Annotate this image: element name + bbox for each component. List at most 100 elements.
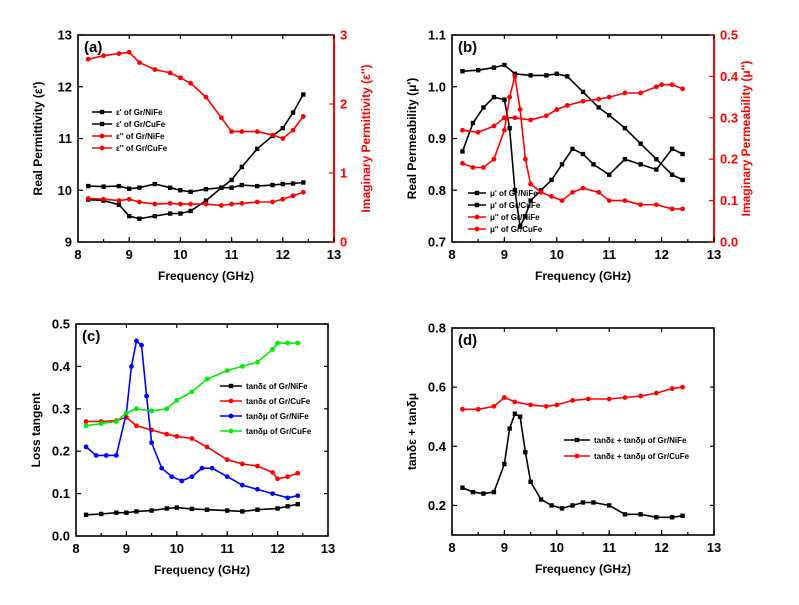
data-point bbox=[653, 84, 659, 90]
data-point bbox=[517, 107, 523, 112]
data-point bbox=[659, 82, 664, 88]
y-right-tick-label: 0.4 bbox=[720, 69, 739, 84]
data-point bbox=[178, 75, 183, 81]
x-axis-label: Frequency (GHz) bbox=[154, 563, 250, 577]
data-point bbox=[564, 102, 570, 108]
data-point bbox=[669, 206, 675, 212]
data-point bbox=[669, 172, 675, 177]
y-tick-label: 0.9 bbox=[428, 131, 446, 146]
y-tick-label: 0.5 bbox=[52, 317, 70, 332]
data-point bbox=[164, 506, 169, 511]
data-point bbox=[570, 146, 575, 152]
data-point bbox=[512, 399, 518, 405]
data-point bbox=[669, 386, 675, 392]
data-point bbox=[101, 196, 106, 202]
data-point bbox=[680, 513, 685, 518]
data-point bbox=[538, 497, 544, 502]
y-axis-label: Real Permittivity (ε') bbox=[31, 82, 45, 196]
data-point bbox=[460, 160, 465, 166]
data-point bbox=[218, 115, 224, 121]
y-right-tick-label: 0.5 bbox=[720, 28, 738, 43]
series-line-1 bbox=[461, 96, 683, 230]
data-point bbox=[85, 56, 91, 62]
x-tick-label: 13 bbox=[321, 541, 335, 556]
legend-marker bbox=[574, 453, 580, 459]
data-point bbox=[285, 504, 290, 509]
data-point bbox=[280, 196, 286, 202]
x-tick-label: 12 bbox=[276, 247, 290, 262]
data-point bbox=[622, 157, 628, 162]
data-point bbox=[638, 162, 643, 167]
data-point bbox=[290, 181, 296, 186]
legend-marker bbox=[228, 413, 234, 419]
legend-label: μ'' of Gr/NiFe bbox=[490, 213, 540, 222]
data-point bbox=[528, 117, 533, 123]
data-point bbox=[502, 62, 507, 68]
data-point bbox=[669, 82, 675, 88]
data-point bbox=[224, 457, 230, 463]
data-point bbox=[507, 125, 512, 131]
y-right-tick-label: 2 bbox=[340, 97, 347, 112]
data-point bbox=[606, 198, 612, 204]
x-tick-label: 13 bbox=[327, 247, 341, 262]
y-tick-label: 0.1 bbox=[52, 486, 70, 501]
x-tick-label: 10 bbox=[173, 247, 187, 262]
data-point bbox=[680, 177, 685, 183]
data-point bbox=[290, 127, 296, 133]
data-point bbox=[124, 510, 129, 515]
data-point bbox=[285, 340, 291, 346]
data-point bbox=[622, 512, 628, 517]
data-point bbox=[116, 198, 122, 204]
data-point bbox=[528, 198, 533, 203]
data-point bbox=[225, 508, 230, 513]
data-point bbox=[139, 342, 144, 348]
data-point bbox=[502, 461, 507, 467]
legend-marker bbox=[99, 121, 105, 127]
x-tick-label: 9 bbox=[123, 541, 130, 556]
data-point bbox=[300, 114, 306, 119]
x-axis-label: Frequency (GHz) bbox=[158, 269, 254, 283]
data-point bbox=[270, 182, 275, 188]
data-point bbox=[178, 211, 183, 216]
data-point bbox=[164, 406, 170, 412]
x-tick-label: 12 bbox=[654, 247, 668, 262]
data-point bbox=[203, 201, 209, 207]
data-point bbox=[254, 199, 260, 205]
legend-marker bbox=[228, 398, 234, 404]
data-point bbox=[580, 98, 586, 104]
data-point bbox=[189, 389, 195, 395]
data-point bbox=[159, 465, 165, 471]
data-point bbox=[475, 129, 481, 135]
series-line-2 bbox=[462, 386, 683, 411]
data-point bbox=[280, 125, 285, 131]
data-point bbox=[290, 110, 296, 115]
data-point bbox=[167, 70, 173, 76]
data-point bbox=[93, 453, 99, 458]
legend-marker bbox=[474, 190, 480, 196]
data-point bbox=[188, 201, 194, 207]
y-tick-label: 13 bbox=[58, 28, 72, 43]
data-point bbox=[275, 476, 280, 482]
data-point bbox=[126, 49, 132, 55]
data-point bbox=[523, 450, 528, 455]
data-point bbox=[622, 198, 628, 204]
x-axis-label: Frequency (GHz) bbox=[535, 562, 631, 576]
data-point bbox=[103, 453, 109, 458]
data-point bbox=[300, 189, 306, 195]
data-point bbox=[229, 201, 235, 207]
data-point bbox=[229, 177, 234, 183]
data-point bbox=[254, 129, 260, 135]
data-point bbox=[580, 500, 586, 505]
y-tick-label: 0.4 bbox=[52, 359, 71, 374]
data-point bbox=[219, 185, 224, 190]
data-point bbox=[134, 406, 139, 412]
data-point bbox=[280, 136, 286, 141]
plot-frame bbox=[451, 34, 715, 243]
data-point bbox=[188, 80, 194, 86]
y-tick-label: 12 bbox=[58, 79, 72, 94]
data-point bbox=[178, 188, 183, 193]
data-point bbox=[507, 94, 513, 100]
data-point bbox=[512, 188, 518, 193]
data-point bbox=[270, 132, 275, 138]
data-point bbox=[134, 509, 139, 514]
